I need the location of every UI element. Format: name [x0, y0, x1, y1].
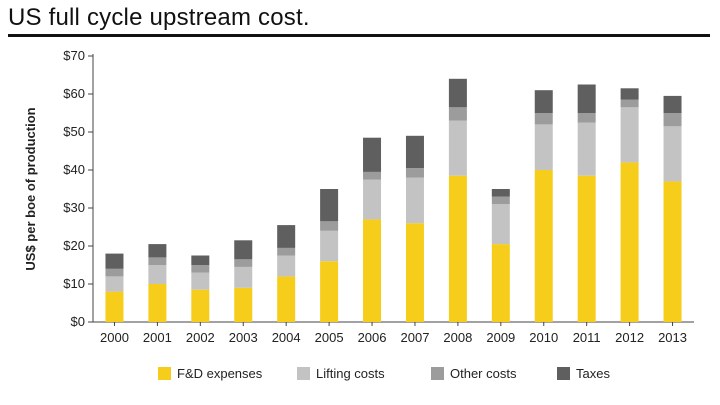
bar-2009-taxes — [491, 189, 510, 197]
bar-2007-taxes — [405, 135, 424, 169]
bar-2005-fd — [320, 261, 339, 322]
bar-2001-lifting — [148, 265, 167, 284]
y-axis-label: US$ per boe of production — [23, 107, 38, 270]
bar-2003-other — [234, 259, 253, 267]
bar-2006-other — [363, 171, 382, 180]
bar-2007-lifting — [405, 177, 424, 224]
y-tick-label: $40 — [63, 162, 85, 177]
x-tick-label: 2002 — [186, 330, 215, 345]
y-tick-label: $50 — [63, 124, 85, 139]
bar-2012-other — [620, 99, 639, 108]
x-tick-label: 2012 — [615, 330, 644, 345]
x-tick-label: 2010 — [529, 330, 558, 345]
title-divider — [8, 34, 710, 37]
legend-label-other: Other costs — [450, 366, 517, 381]
bar-2009-other — [491, 196, 510, 205]
bar-2002-other — [191, 265, 210, 273]
bar-2012-lifting — [620, 107, 639, 163]
y-tick-label: $20 — [63, 238, 85, 253]
y-tick-label: $10 — [63, 276, 85, 291]
bar-2005-other — [320, 221, 339, 231]
bar-2010-taxes — [534, 90, 553, 113]
bar-2010-other — [534, 113, 553, 125]
bar-2008-other — [448, 107, 467, 121]
y-tick-label: $30 — [63, 200, 85, 215]
legend-swatch-taxes — [557, 367, 570, 380]
x-tick-label: 2005 — [315, 330, 344, 345]
legend-swatch-lifting — [297, 367, 310, 380]
bar-2011-taxes — [577, 84, 596, 113]
bar-2008-fd — [448, 175, 467, 322]
bar-2005-lifting — [320, 230, 339, 262]
bar-2002-lifting — [191, 272, 210, 290]
bar-2000-lifting — [105, 276, 124, 292]
x-tick-label: 2009 — [486, 330, 515, 345]
bars — [105, 78, 682, 322]
bar-2000-taxes — [105, 253, 124, 269]
bar-2006-taxes — [363, 137, 382, 172]
bar-2013-lifting — [663, 126, 682, 182]
x-tick-label: 2004 — [272, 330, 301, 345]
bar-2001-other — [148, 257, 167, 265]
x-tick-label: 2013 — [658, 330, 687, 345]
bar-2012-fd — [620, 162, 639, 322]
bar-2008-lifting — [448, 120, 467, 176]
bar-2006-fd — [363, 219, 382, 322]
legend-label-taxes: Taxes — [576, 366, 610, 381]
bar-2011-fd — [577, 175, 596, 322]
bar-2004-taxes — [277, 225, 296, 248]
bar-2007-other — [405, 168, 424, 178]
bar-2002-fd — [191, 289, 210, 322]
bar-2004-other — [277, 247, 296, 256]
bar-2000-fd — [105, 291, 124, 322]
bar-2010-lifting — [534, 124, 553, 170]
y-tick-label: $60 — [63, 86, 85, 101]
bar-2004-fd — [277, 276, 296, 322]
bar-2008-taxes — [448, 78, 467, 108]
bar-2003-fd — [234, 287, 253, 322]
bar-2007-fd — [405, 223, 424, 322]
bar-2004-lifting — [277, 255, 296, 277]
legend: F&D expenses Lifting costs Other costs Taxe… — [158, 366, 610, 381]
bar-2010-fd — [534, 170, 553, 322]
bar-2009-fd — [491, 244, 510, 322]
x-tick-label: 2000 — [100, 330, 129, 345]
x-tick-label: 2011 — [573, 330, 601, 345]
bar-2001-taxes — [148, 244, 167, 258]
bar-2011-lifting — [577, 122, 596, 176]
bar-2009-lifting — [491, 204, 510, 245]
bar-2013-taxes — [663, 95, 682, 113]
legend-swatch-fd — [158, 367, 171, 380]
bar-2006-lifting — [363, 179, 382, 220]
x-tick-label: 2003 — [229, 330, 258, 345]
bar-2012-taxes — [620, 88, 639, 100]
x-tick-label: 2007 — [401, 330, 430, 345]
bar-2003-taxes — [234, 240, 253, 260]
legend-label-fd: F&D expenses — [177, 366, 263, 381]
bar-2000-other — [105, 268, 124, 277]
bar-2001-fd — [148, 284, 167, 322]
bar-2013-fd — [663, 181, 682, 322]
bar-2011-other — [577, 113, 596, 123]
bar-2003-lifting — [234, 266, 253, 288]
bar-2002-taxes — [191, 255, 210, 265]
x-tick-label: 2006 — [358, 330, 387, 345]
bar-2013-other — [663, 113, 682, 127]
legend-swatch-other — [431, 367, 444, 380]
y-tick-label: $70 — [63, 48, 85, 63]
x-tick-label: 2001 — [143, 330, 172, 345]
y-tick-label: $0 — [71, 314, 85, 329]
x-tick-label: 2008 — [443, 330, 472, 345]
page-title: US full cycle upstream cost. — [8, 4, 310, 31]
legend-label-lifting: Lifting costs — [316, 366, 385, 381]
bar-2005-taxes — [320, 189, 339, 222]
